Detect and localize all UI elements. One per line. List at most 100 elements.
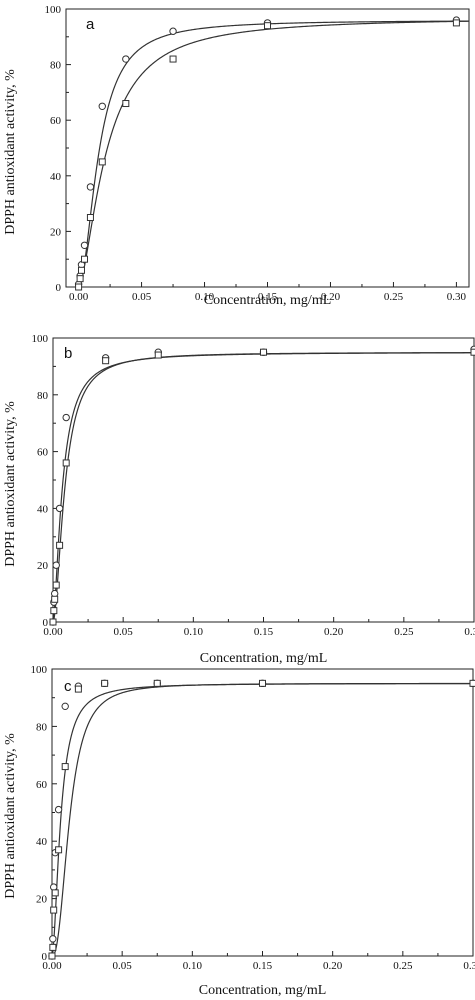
data-point-circle: [86, 183, 95, 191]
y-tick-label: 0: [56, 282, 62, 294]
y-tick-label: 100: [31, 664, 48, 676]
data-point-circle: [62, 413, 70, 422]
y-axis-title: DPPH antioxidant activity, %: [3, 69, 18, 235]
y-tick-label: 60: [50, 115, 62, 127]
x-tick-label: 0.30: [447, 291, 467, 303]
fit-curve-circle: [53, 352, 474, 622]
data-point-square: [49, 943, 57, 951]
fit-curve-circle: [52, 683, 473, 956]
data-point-square: [81, 255, 89, 263]
data-point-circle: [98, 102, 106, 111]
data-point-circle: [49, 935, 57, 943]
x-tick-label: 0.15: [254, 626, 274, 638]
data-point-circle: [52, 561, 60, 569]
data-point-circle: [55, 504, 64, 513]
chart-panel-b: 0.00 0.05 0.10 0.15 0.20 0.25 0.30 0 20 40 60 80 100…: [3, 333, 475, 666]
data-point-square: [61, 763, 69, 771]
data-point-square: [169, 55, 177, 63]
data-point-square: [52, 581, 60, 589]
x-tick-label: 0.20: [321, 291, 341, 303]
data-point-square: [55, 846, 63, 854]
x-tick-label: 0.00: [42, 960, 62, 972]
data-point-square: [260, 348, 267, 356]
x-tick-label: 0.10: [183, 960, 203, 972]
x-tick-label: 0.05: [132, 291, 152, 303]
x-tick-label: 0.10: [195, 291, 215, 303]
data-point-square: [49, 618, 57, 626]
data-point-circle: [169, 27, 177, 35]
y-tick-label: 80: [36, 721, 48, 733]
x-tick-label: 0.10: [184, 626, 204, 638]
x-tick-label: 0.25: [394, 626, 414, 638]
data-point-square: [153, 679, 161, 687]
fit-curve-square: [53, 352, 474, 622]
data-point-square: [50, 607, 58, 615]
data-point-square: [259, 679, 266, 687]
x-tick-label: 0.30: [463, 960, 475, 972]
data-point-square: [51, 595, 59, 603]
x-tick-label: 0.20: [324, 626, 344, 638]
data-point-circle: [80, 241, 89, 250]
data-point-square: [56, 541, 64, 549]
data-point-square: [102, 357, 110, 365]
x-tick-label: 0.30: [464, 626, 475, 638]
x-tick-label: 0.25: [384, 291, 404, 303]
y-tick-label: 40: [37, 503, 49, 515]
x-tick-label: 0.15: [253, 960, 273, 972]
data-point-circle: [61, 702, 69, 711]
data-point-square: [122, 100, 130, 108]
panel-label: a: [86, 16, 95, 33]
data-point-square: [98, 158, 106, 166]
y-tick-label: 20: [37, 560, 49, 572]
x-tick-label: 0.15: [258, 291, 278, 303]
y-axis-title: DPPH antioxidant activity, %: [3, 733, 18, 899]
x-tick-label: 0.00: [69, 291, 89, 303]
y-tick-label: 80: [37, 390, 49, 402]
x-axis-title: Concentration, mg/mL: [199, 983, 327, 998]
y-tick-label: 20: [36, 894, 48, 906]
data-point-square: [76, 275, 84, 283]
x-axis-title: Concentration, mg/mL: [204, 293, 332, 308]
data-point-square: [86, 214, 94, 221]
y-tick-label: 60: [36, 779, 48, 791]
chart-panel-c: 0.00 0.05 0.10 0.15 0.20 0.25 0.30 0 20 40 60 80 100…: [3, 664, 475, 998]
data-point-square: [470, 348, 475, 356]
data-point-square: [154, 351, 162, 359]
plot-frame: [52, 337, 475, 623]
data-point-square: [51, 889, 59, 897]
fit-curve-circle: [78, 20, 469, 287]
x-tick-label: 0.00: [43, 626, 63, 638]
y-tick-label: 40: [50, 171, 62, 183]
y-tick-label: 100: [45, 4, 62, 16]
data-point-square: [469, 679, 475, 687]
data-point-square: [101, 679, 109, 687]
panel-label: c: [64, 678, 72, 695]
panel-label: b: [64, 345, 72, 362]
y-tick-label: 20: [50, 226, 62, 238]
data-point-square: [77, 266, 85, 274]
data-point-circle: [54, 805, 63, 814]
y-tick-label: 40: [36, 836, 48, 848]
y-tick-label: 60: [37, 447, 49, 459]
data-point-circle: [122, 55, 130, 63]
y-axis-title: DPPH antioxidant activity, %: [3, 401, 18, 567]
x-tick-label: 0.05: [114, 626, 134, 638]
data-point-square: [74, 685, 82, 693]
x-tick-label: 0.25: [393, 960, 413, 972]
y-tick-label: 0: [43, 617, 49, 629]
x-tick-label: 0.20: [323, 960, 343, 972]
data-point-square: [62, 459, 70, 467]
y-tick-label: 100: [32, 333, 49, 345]
data-point-square: [264, 22, 271, 30]
data-point-square: [48, 952, 56, 960]
plot-frame: [65, 8, 470, 288]
y-tick-label: 0: [42, 951, 48, 963]
x-axis-title: Concentration, mg/mL: [200, 651, 328, 666]
data-point-square: [452, 19, 460, 27]
fit-curve-square: [52, 682, 473, 956]
y-tick-label: 80: [50, 60, 62, 72]
plot-frame: [51, 668, 474, 957]
chart-panel-a: 0.00 0.05 0.10 0.15 0.20 0.25 0.30 0 20 40 60 80 100…: [3, 4, 470, 308]
fit-curve-square: [78, 20, 469, 287]
